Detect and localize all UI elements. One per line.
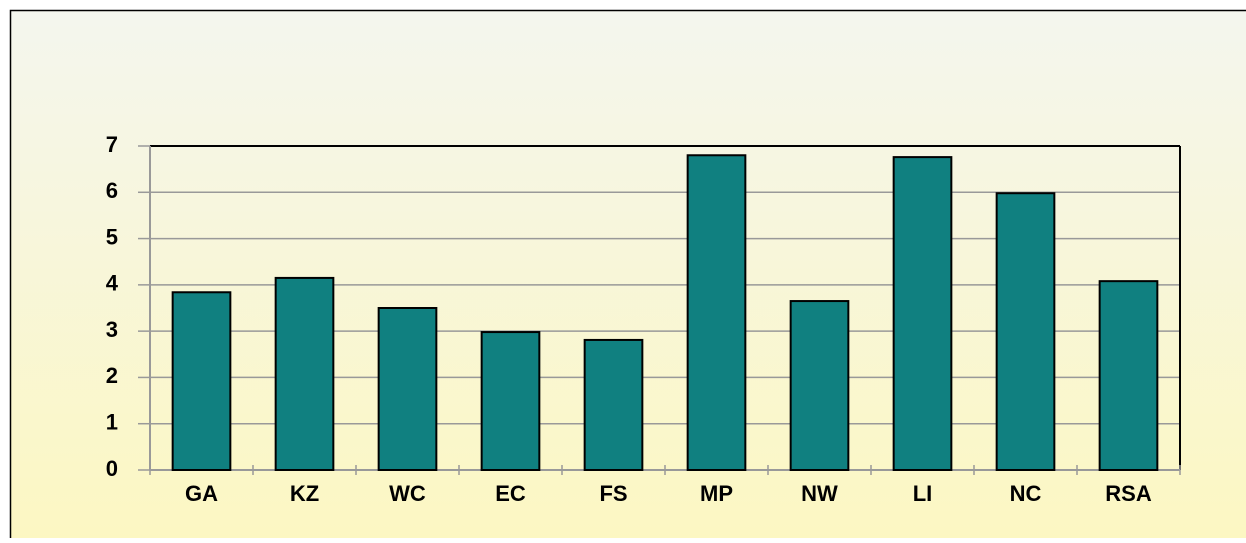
y-tick-label: 7 [106, 132, 118, 157]
x-tick-label: GA [185, 481, 218, 506]
y-tick-label: 3 [106, 317, 118, 342]
x-tick-label: LI [913, 481, 933, 506]
bar [894, 157, 952, 470]
x-tick-label: MP [700, 481, 733, 506]
y-tick-label: 1 [106, 410, 118, 435]
bar [482, 332, 540, 470]
bar [997, 193, 1055, 470]
y-tick-label: 4 [106, 271, 119, 296]
bar [585, 340, 643, 470]
bar [791, 301, 849, 470]
x-tick-label: RSA [1105, 481, 1152, 506]
y-tick-label: 6 [106, 178, 118, 203]
bar [688, 155, 746, 470]
bar [173, 292, 231, 470]
x-tick-label: WC [389, 481, 426, 506]
bar [379, 308, 437, 470]
x-tick-label: KZ [290, 481, 319, 506]
x-tick-label: EC [495, 481, 526, 506]
y-tick-label: 2 [106, 363, 118, 388]
x-tick-label: NC [1010, 481, 1042, 506]
x-tick-label: NW [801, 481, 838, 506]
x-tick-label: FS [599, 481, 627, 506]
y-tick-label: 0 [106, 456, 118, 481]
bar [276, 278, 334, 470]
bar [1100, 281, 1158, 470]
y-tick-label: 5 [106, 224, 118, 249]
